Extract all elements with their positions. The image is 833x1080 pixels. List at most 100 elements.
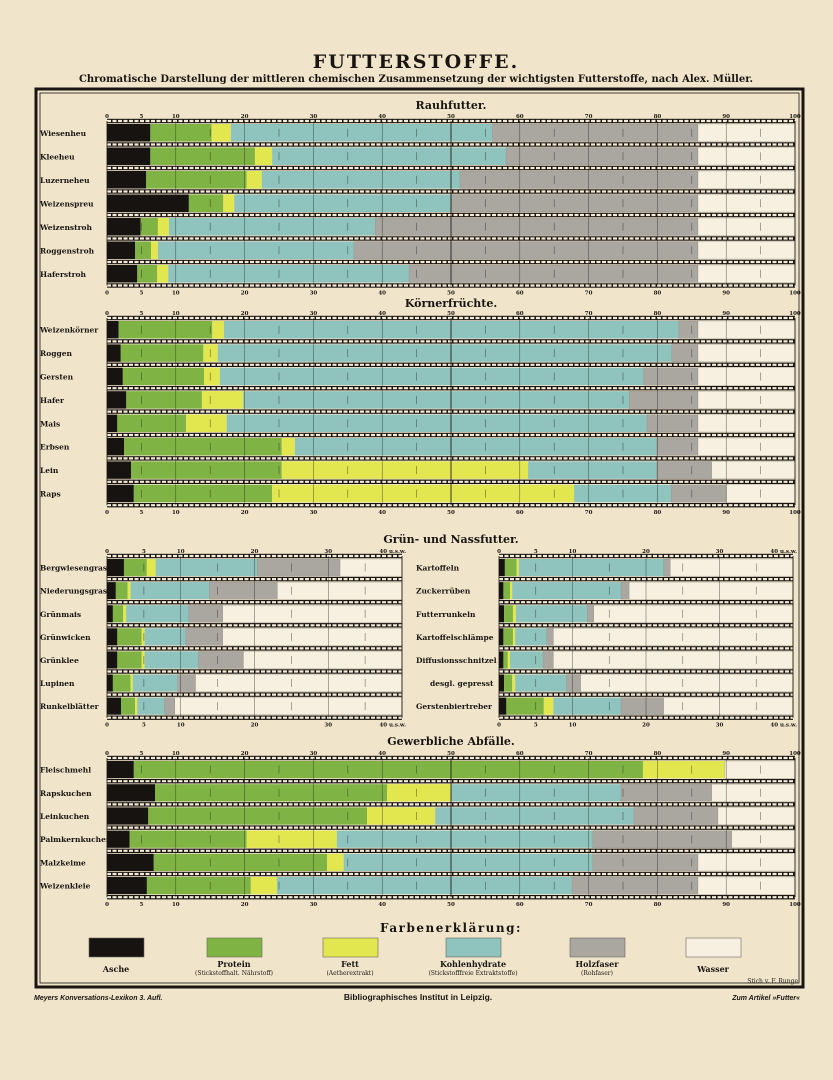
- bar-row: [107, 414, 796, 433]
- tick-label: 80: [654, 114, 662, 120]
- bar-row: [107, 484, 796, 503]
- row-label: Weizenstroh: [39, 223, 93, 232]
- bar-segment-asche: [107, 877, 147, 895]
- bar-segment-kohlenhydrate: [168, 218, 376, 236]
- bar-segment-fett: [211, 124, 231, 142]
- legend-swatch: [206, 937, 263, 958]
- tick-label: 30: [324, 549, 332, 555]
- bar-segment-wasser: [593, 605, 794, 623]
- bar-segment-protein: [124, 438, 282, 456]
- bar-segment-asche: [107, 171, 147, 189]
- bar-segment-fett: [387, 784, 451, 802]
- bar-segment-asche: [107, 784, 156, 802]
- bar-segment-protein: [150, 147, 255, 165]
- bar-segment-fett: [157, 265, 169, 283]
- bar-segment-wasser: [277, 581, 403, 600]
- bar-row: [107, 391, 796, 409]
- legend-title: Farbenerklärung:: [380, 921, 522, 935]
- legend-label: Protein: [217, 959, 250, 969]
- bar-segment-asche: [107, 344, 121, 362]
- row-label: Wiesenheu: [39, 129, 87, 138]
- bar-row: [499, 697, 794, 715]
- tick-label: 40: [378, 510, 386, 516]
- tick-label: 5: [139, 291, 143, 297]
- bar-segment-wasser: [697, 147, 796, 166]
- bar-segment-holzfaser: [678, 320, 699, 339]
- group-title-gruen: Grün- und Nassfutter.: [383, 533, 518, 546]
- tick-label: 5: [139, 114, 143, 120]
- tick-label: 60: [516, 751, 524, 757]
- bar-segment-fett: [223, 194, 235, 212]
- chart-title: Rauhfutter.: [415, 99, 486, 112]
- bar-segment-kohlenhydrate: [137, 697, 165, 715]
- bar-segment-asche: [107, 761, 134, 779]
- bar-segment-wasser: [717, 807, 796, 825]
- tick-label: 70: [585, 291, 593, 297]
- tick-label: 5: [142, 549, 146, 555]
- tick-label: 30: [310, 751, 318, 757]
- tick-label: 5: [534, 549, 538, 555]
- bar-segment-kohlenhydrate: [226, 414, 648, 432]
- bar-segment-wasser: [697, 853, 796, 872]
- tick-label: 60: [516, 902, 524, 908]
- tick-label: 5: [139, 751, 143, 757]
- tick-label: 0: [105, 510, 109, 516]
- tick-label: 30: [310, 114, 318, 120]
- bar-row: [107, 628, 403, 646]
- tick-label: 10: [172, 751, 180, 757]
- bar-row: [107, 217, 796, 236]
- bar-segment-protein: [503, 628, 513, 646]
- tick-label: 70: [585, 751, 593, 757]
- tick-label: 100: [789, 114, 801, 120]
- bar-segment-fett: [281, 438, 295, 456]
- tick-label: 90: [722, 114, 730, 120]
- bar-segment-kohlenhydrate: [144, 628, 186, 646]
- bar-segment-wasser: [670, 558, 794, 577]
- bar-segment-asche: [107, 124, 151, 142]
- bar-segment-wasser: [697, 241, 796, 260]
- bar-segment-fett: [130, 674, 133, 692]
- tick-label: 20: [642, 723, 650, 729]
- tick-label: 20: [251, 549, 259, 555]
- bar-segment-fett: [367, 807, 436, 825]
- bar-row: [107, 367, 796, 386]
- bar-segment-fett: [281, 461, 529, 479]
- bar-segment-asche: [107, 628, 118, 646]
- bar-row: [107, 581, 403, 600]
- legend-item: Kohlenhydrate(Stickstofffreie Extraktsto…: [428, 937, 518, 977]
- bar-segment-holzfaser: [164, 697, 175, 715]
- tick-label: 20: [241, 902, 249, 908]
- bar-segment-asche: [499, 674, 505, 692]
- bar-segment-kohlenhydrate: [553, 697, 622, 715]
- page-subtitle: Chromatische Darstellung der mittleren c…: [79, 74, 753, 85]
- legend-sublabel: (Aetherextrakt): [326, 970, 373, 977]
- bar-segment-protein: [129, 830, 247, 848]
- bar-segment-kohlenhydrate: [157, 241, 354, 259]
- frame-inner: [39, 92, 800, 984]
- footer-center: Bibliographisches Institut in Leipzig.: [344, 992, 492, 1002]
- bar-row: [107, 830, 796, 848]
- bar-segment-holzfaser: [592, 853, 699, 872]
- legend-sublabel: (Stickstofffreie Extraktstoffe): [428, 970, 517, 977]
- bar-segment-holzfaser: [571, 876, 699, 895]
- bar-row: [107, 123, 796, 142]
- legend-swatch: [569, 937, 626, 958]
- chart-title: Körnerfrüchte.: [405, 297, 497, 310]
- tick-label: 10: [172, 311, 180, 317]
- bar-segment-holzfaser: [375, 217, 699, 236]
- bar-segment-asche: [107, 582, 116, 600]
- bar-segment-wasser: [731, 830, 796, 848]
- bar-row: [107, 760, 796, 779]
- tick-label: 50: [447, 902, 455, 908]
- tick-label: 40 u.s.w.: [379, 723, 406, 729]
- bar-segment-protein: [121, 697, 136, 715]
- bar-segment-fett: [510, 582, 513, 600]
- bar-segment-fett: [135, 697, 138, 715]
- bar-segment-wasser: [697, 194, 796, 213]
- bar-row: [107, 674, 403, 692]
- tick-label: 10: [569, 549, 577, 555]
- bar-segment-wasser: [697, 170, 796, 189]
- bar-segment-kohlenhydrate: [261, 171, 460, 189]
- bar-segment-kohlenhydrate: [515, 628, 547, 646]
- bar-segment-kohlenhydrate: [451, 784, 621, 802]
